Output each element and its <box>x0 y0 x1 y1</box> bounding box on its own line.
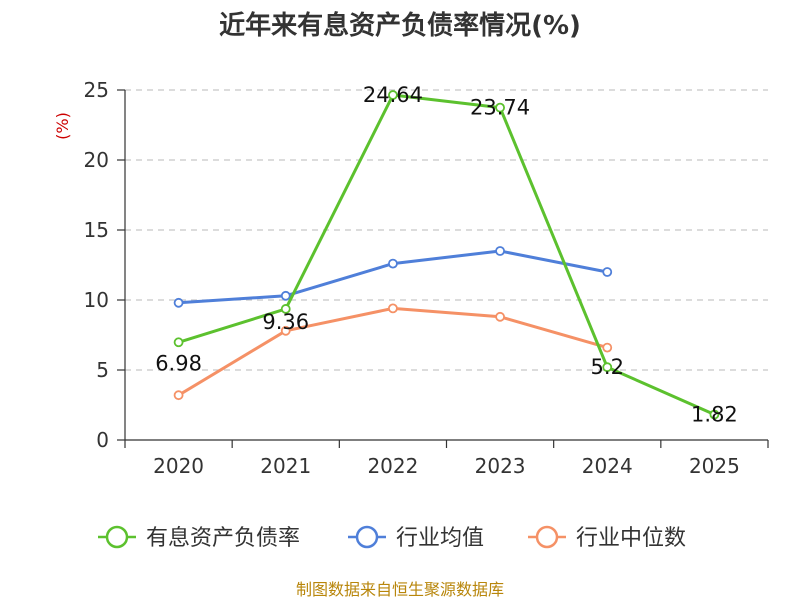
legend-label: 行业均值 <box>396 526 484 551</box>
legend-item-1[interactable]: 行业均值 <box>348 525 484 551</box>
legend-swatch-marker <box>355 525 379 549</box>
data-point[interactable] <box>173 337 184 348</box>
legend-swatch-marker <box>535 525 559 549</box>
data-point[interactable] <box>495 246 505 256</box>
series-line-0 <box>178 93 716 416</box>
legend-label: 有息资产负债率 <box>146 526 300 551</box>
y-tick-label: 15 <box>84 218 109 242</box>
data-point[interactable] <box>495 311 505 322</box>
data-point[interactable] <box>280 290 291 301</box>
data-point[interactable] <box>280 325 291 336</box>
y-tick-label: 5 <box>96 358 109 382</box>
x-tick-label: 2023 <box>475 454 526 478</box>
legend[interactable]: 有息资产负债率 行业均值 行业中位数 <box>98 525 686 551</box>
legend-label: 行业中位数 <box>576 526 686 551</box>
x-tick-label: 2021 <box>260 454 311 478</box>
data-point[interactable] <box>602 267 613 277</box>
x-tick-label: 2025 <box>689 454 740 478</box>
series-layer <box>173 90 720 420</box>
data-label: 9.36 <box>262 310 309 334</box>
y-tick-label: 0 <box>96 428 109 452</box>
chart-title: 近年来有息资产负债率情况(%) <box>219 10 581 41</box>
data-point[interactable] <box>602 362 613 373</box>
legend-item-0[interactable]: 有息资产负债率 <box>98 525 300 551</box>
data-point[interactable] <box>388 90 398 100</box>
data-label: 24.64 <box>363 83 423 107</box>
legend-swatch-marker <box>105 525 129 549</box>
data-point[interactable] <box>388 303 398 314</box>
data-source-note: 制图数据来自恒生聚源数据库 <box>296 580 504 599</box>
data-point[interactable] <box>388 258 398 269</box>
data-point[interactable] <box>173 297 184 308</box>
x-tick-label: 2024 <box>582 454 633 478</box>
y-tick-label: 20 <box>84 148 109 172</box>
legend-item-2[interactable]: 行业中位数 <box>528 525 686 551</box>
x-tick-label: 2022 <box>367 454 418 478</box>
y-tick-label: 25 <box>84 78 109 102</box>
data-labels: 6.98 9.36 24.64 23.74 5.2 1.82 <box>155 83 738 426</box>
data-label: 23.74 <box>470 96 530 120</box>
data-point[interactable] <box>709 409 720 420</box>
grid-lines <box>125 89 768 371</box>
data-point[interactable] <box>495 102 505 113</box>
data-label: 6.98 <box>155 351 202 375</box>
data-point[interactable] <box>173 390 184 401</box>
data-point[interactable] <box>602 342 613 353</box>
y-tick-label: 10 <box>84 288 109 312</box>
data-point[interactable] <box>280 304 291 314</box>
data-label: 1.82 <box>691 403 738 427</box>
x-tick-label: 2020 <box>153 454 204 478</box>
y-axis-label: (%) <box>53 112 72 140</box>
data-label: 5.2 <box>591 355 624 379</box>
